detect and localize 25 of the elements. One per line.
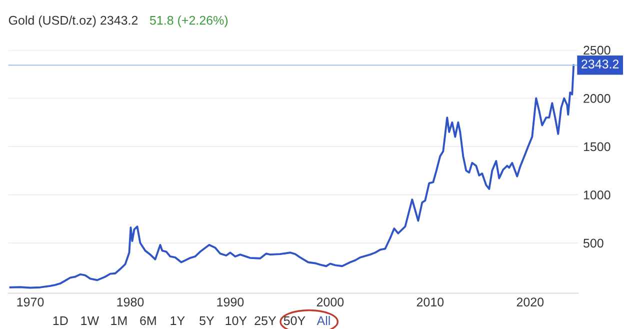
text: 6M [140, 316, 156, 326]
x-tick-label: 2010 [416, 298, 444, 306]
y-tick-label: 1500 [584, 142, 610, 152]
text: 1Y [170, 316, 185, 325]
y-tick-label: 2500 [584, 46, 610, 55]
y-tick-label: 500 [583, 238, 604, 248]
x-tick-label: 1980 [117, 298, 144, 306]
text: 50Y [284, 316, 306, 326]
line-series [9, 64, 575, 289]
y-tick-label: 2000 [584, 94, 610, 103]
text: 1D [53, 316, 68, 325]
text: 1W [81, 316, 100, 325]
y-tick-label: 1000 [584, 190, 610, 200]
ref-line-label: 2343.2 [582, 60, 619, 68]
text: 1M [111, 316, 127, 325]
x-tick-label: 1970 [17, 298, 44, 306]
chart-subtitle: 51.8 (+2.26%) [150, 16, 228, 28]
text: 10Y [226, 316, 247, 326]
chart-title: Gold (USD/t.oz) 2343.2 [8, 16, 138, 28]
text: 5Y [200, 316, 214, 326]
x-tick-label: 2000 [316, 298, 344, 306]
text: 25Y [254, 316, 276, 326]
x-tick-label: 1990 [217, 298, 244, 306]
x-tick-label: 2020 [516, 298, 544, 306]
text: All [316, 316, 330, 325]
